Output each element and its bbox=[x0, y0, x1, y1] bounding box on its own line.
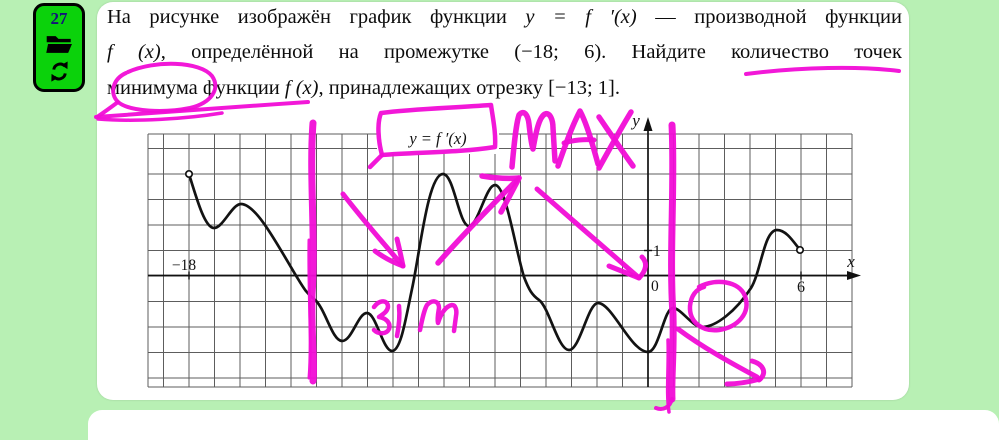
problem-line-3: минимума функции f (x), принадлежащих от… bbox=[107, 71, 902, 106]
next-task-card-edge bbox=[88, 410, 999, 440]
ink-vline-x-plus1-hook bbox=[654, 397, 674, 411]
problem-line-1: На рисунке изображён график функции y = … bbox=[107, 0, 902, 35]
problem-line-2: f (x), определённой на промежутке (−18; … bbox=[107, 35, 902, 70]
problem-text: , принадлежащих отрезку [−13; 1]. bbox=[318, 76, 620, 99]
task-number: 27 bbox=[50, 9, 68, 28]
problem-text: — производной функции bbox=[636, 6, 902, 28]
math-y-eq-f-prime-x: y = f ′(x) bbox=[525, 6, 637, 28]
math-f-x: f (x) bbox=[284, 76, 319, 99]
problem-text: минимума функции bbox=[107, 76, 285, 99]
problem-statement: На рисунке изображён график функции y = … bbox=[107, 0, 902, 106]
refresh-icon[interactable] bbox=[48, 60, 71, 83]
task-number-badge: 27 bbox=[33, 3, 85, 92]
problem-text: На рисунке изображён график функции bbox=[107, 6, 526, 28]
folder-icon[interactable] bbox=[45, 35, 73, 54]
math-f-x: f (x) bbox=[107, 41, 161, 64]
problem-text: , определённой на промежутке (−18; 6). Н… bbox=[160, 41, 902, 64]
